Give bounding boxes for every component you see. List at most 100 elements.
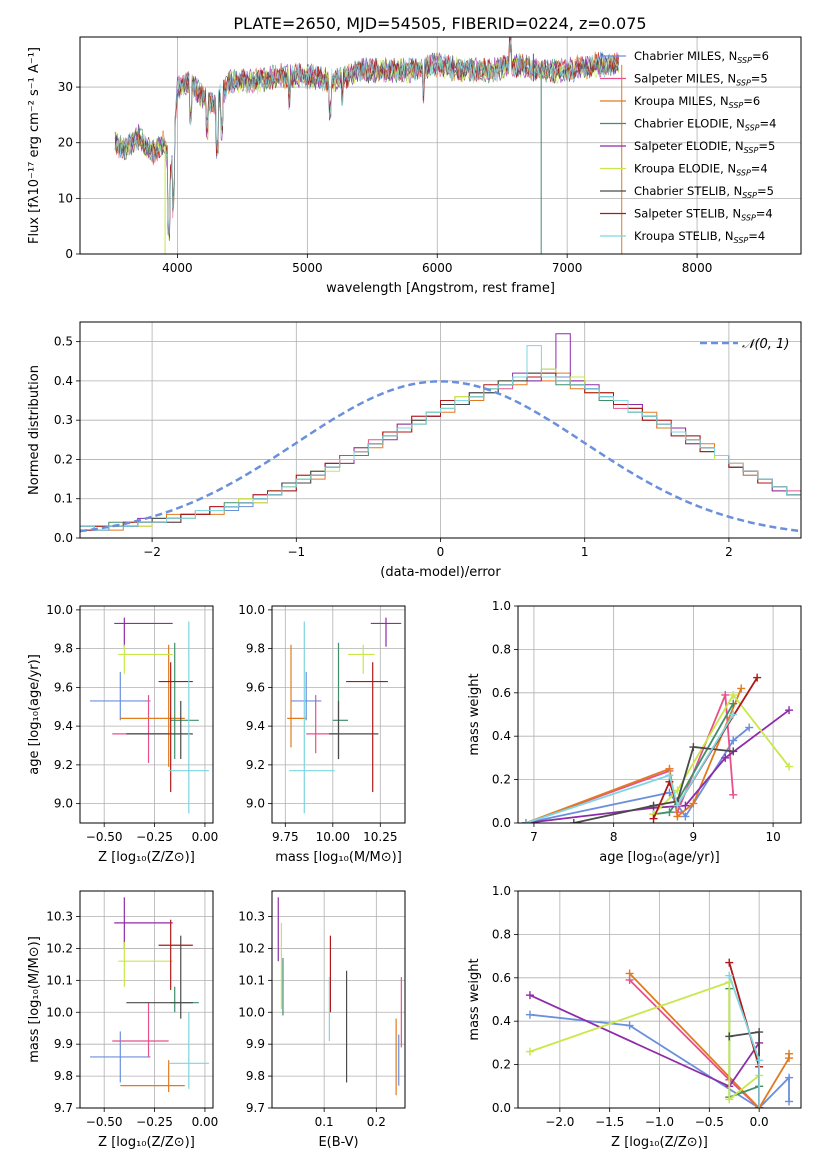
error-bar-point bbox=[168, 621, 209, 814]
chart-mass-weight-vs-z: −2.0 −1.5 −1.0 −0.5 0.0 0.0 0.2 0.4 0.6 0.8 1.0 Z [… bbox=[467, 884, 802, 1150]
mass-weight-marker bbox=[729, 699, 738, 708]
mass-weight-marker bbox=[673, 812, 682, 821]
x-tick-label: 9.75 bbox=[272, 830, 299, 844]
chart-mass-vs-z: −0.50 −0.25 0.00 9.7 9.8 9.9 10.0 10.1 10.2 10.3 Z… bbox=[27, 890, 218, 1150]
error-bar-point bbox=[306, 695, 339, 754]
legend-sub: SSP bbox=[734, 236, 749, 245]
error-bar-point bbox=[126, 700, 193, 760]
y-tick-label: 0.8 bbox=[492, 642, 511, 656]
x-axis-label: E(B-V) bbox=[318, 1135, 358, 1150]
x-tick-label: −2 bbox=[143, 545, 161, 559]
error-bar-point bbox=[118, 644, 173, 674]
error-bar-point bbox=[332, 642, 348, 760]
x-axis-label: mass [log₁₀(M/M⊙)] bbox=[275, 850, 402, 865]
legend-sub: SSP bbox=[729, 101, 744, 110]
y-tick-label: 10.1 bbox=[238, 973, 265, 987]
legend-label: Kroupa MILES, NSSP=6 bbox=[634, 94, 760, 110]
legend-name: Salpeter MILES, N bbox=[634, 72, 736, 86]
legend-name: Chabrier ELODIE, N bbox=[634, 117, 745, 131]
error-bar-point bbox=[120, 1060, 185, 1093]
chart-mass-weight-vs-age: 7 8 9 10 0.0 0.2 0.4 0.6 0.8 1.0 age [log₁₀(age/yr… bbox=[467, 599, 802, 865]
y-tick-label: 0.8 bbox=[492, 927, 511, 941]
y-tick-label: 0.0 bbox=[492, 1101, 511, 1115]
plot-area bbox=[90, 897, 209, 1093]
axes-frame bbox=[517, 605, 802, 824]
histogram-series bbox=[80, 345, 801, 538]
mass-weight-marker bbox=[725, 1095, 734, 1104]
x-tick-label: 10.00 bbox=[316, 830, 350, 844]
error-bar-point bbox=[90, 1031, 151, 1083]
error-bar-point bbox=[329, 700, 379, 760]
mass-weight-marker bbox=[649, 814, 658, 823]
legend-name: Chabrier STELIB, N bbox=[634, 184, 742, 198]
y-axis-label: age [log₁₀(age/yr)] bbox=[27, 654, 42, 775]
mass-weight-marker bbox=[725, 1032, 734, 1041]
y-tick-label: 9.0 bbox=[54, 797, 73, 811]
histogram-series bbox=[80, 372, 801, 538]
y-tick-label: 0.2 bbox=[492, 1058, 511, 1072]
y-tick-label: 0.4 bbox=[54, 374, 73, 388]
legend-sub: SSP bbox=[737, 56, 752, 65]
axes-frame bbox=[271, 890, 406, 1109]
mass-weight-marker bbox=[785, 1049, 794, 1058]
mass-weight-marker bbox=[725, 971, 734, 980]
x-tick-label: −0.25 bbox=[136, 830, 173, 844]
x-tick-label: 8000 bbox=[682, 261, 713, 275]
plot-area bbox=[114, 37, 623, 254]
mass-weight-marker bbox=[569, 819, 578, 823]
y-axis-label: Normed distribution bbox=[27, 365, 42, 495]
mass-weight-marker bbox=[649, 801, 658, 810]
mass-weight-marker bbox=[785, 762, 794, 771]
legend-sub: SSP bbox=[736, 169, 751, 178]
legend-sub: SSP bbox=[736, 79, 751, 88]
y-tick-label: 9.4 bbox=[246, 719, 265, 733]
y-tick-label: 10.0 bbox=[238, 603, 265, 617]
legend-val: =5 bbox=[758, 139, 775, 153]
mass-weight-marker bbox=[625, 1021, 634, 1030]
mass-weight-marker bbox=[721, 690, 730, 699]
legend-val: =5 bbox=[751, 72, 768, 86]
x-tick-label: 0.00 bbox=[192, 830, 219, 844]
y-axis-label: Flux [fλ10⁻¹⁷ erg cm⁻² s⁻¹ A⁻¹] bbox=[27, 47, 42, 244]
mass-weight-marker bbox=[729, 747, 738, 756]
y-tick-label: 9.8 bbox=[246, 642, 265, 656]
legend-val: =5 bbox=[757, 184, 774, 198]
mass-weight-marker bbox=[525, 1010, 534, 1019]
mass-weight-marker bbox=[525, 991, 534, 1000]
histogram-series bbox=[80, 368, 801, 538]
chart-spectrum: 4000 5000 6000 7000 8000 0 10 20 30 wavelength [A… bbox=[27, 36, 802, 296]
x-axis-label: Z [log₁₀(Z/Z⊙)] bbox=[611, 1135, 708, 1150]
y-tick-label: 9.8 bbox=[54, 1069, 73, 1083]
y-tick-label: 1.0 bbox=[492, 884, 511, 898]
y-axis-label: mass weight bbox=[467, 673, 482, 755]
mass-weight-marker bbox=[729, 690, 738, 699]
plot-area bbox=[525, 958, 794, 1108]
legend-name: Kroupa ELODIE, N bbox=[634, 162, 736, 176]
plot-area bbox=[287, 617, 402, 814]
y-tick-label: 0.0 bbox=[492, 816, 511, 830]
y-tick-label: 9.7 bbox=[54, 1101, 73, 1115]
mass-weight-series bbox=[529, 1013, 790, 1108]
y-tick-label: 0.4 bbox=[492, 729, 511, 743]
y-tick-label: 9.6 bbox=[54, 680, 73, 694]
y-tick-label: 10.2 bbox=[238, 941, 265, 955]
y-tick-label: 0.6 bbox=[492, 686, 511, 700]
legend-label: Salpeter STELIB, NSSP=4 bbox=[634, 207, 773, 223]
x-axis-label: wavelength [Angstrom, rest frame] bbox=[326, 281, 555, 296]
legend-label: Chabrier ELODIE, NSSP=4 bbox=[634, 117, 776, 133]
y-tick-label: 9.9 bbox=[246, 1037, 265, 1051]
mass-weight-marker bbox=[665, 788, 674, 797]
axes-frame bbox=[517, 890, 802, 1109]
legend-name: Kroupa STELIB, N bbox=[634, 229, 734, 243]
error-bar-point bbox=[287, 644, 307, 748]
legend-sub: SSP bbox=[744, 146, 759, 155]
legend-val: =4 bbox=[751, 162, 768, 176]
spectrum-line bbox=[114, 44, 619, 239]
chart-residuals: −2 −1 0 1 2 0.0 0.1 0.2 0.3 0.4 0.5 (data-model)/er… bbox=[27, 321, 802, 580]
error-bar-point bbox=[90, 671, 151, 721]
x-tick-label: 5000 bbox=[292, 261, 323, 275]
x-tick-label: −0.50 bbox=[86, 1115, 123, 1129]
x-tick-label: 4000 bbox=[162, 261, 193, 275]
y-tick-label: 9.0 bbox=[246, 797, 265, 811]
